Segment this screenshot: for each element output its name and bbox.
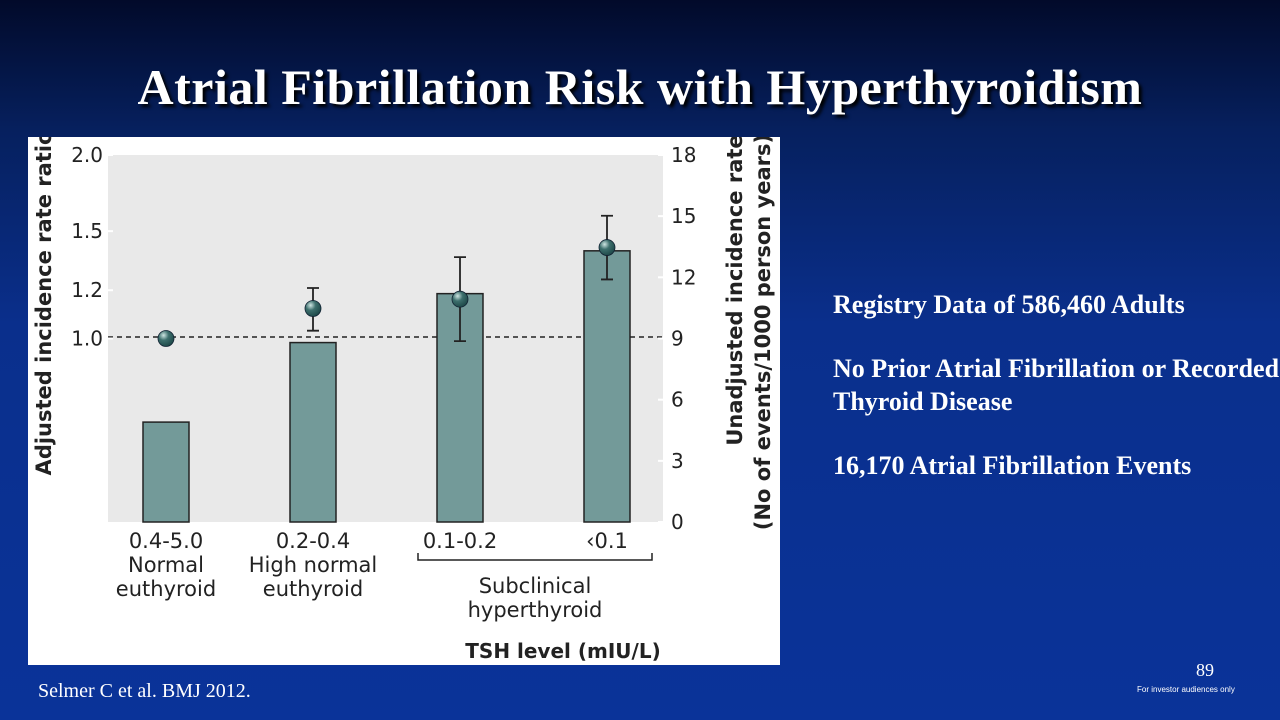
left-tick-label: 1.2 <box>71 278 103 302</box>
right-tick-label: 15 <box>671 204 696 228</box>
bar <box>142 421 190 523</box>
bar <box>583 250 631 523</box>
x-tick-label: 0.1-0.2 <box>423 529 497 553</box>
bullet-no-prior: No Prior Atrial Fibrillation or Recorded… <box>833 354 1280 416</box>
citation: Selmer C et al. BMJ 2012. <box>38 680 251 702</box>
right-tick-label: 3 <box>671 449 684 473</box>
chart: 1.01.21.52.003691215180.4-5.0Normaleuthy… <box>32 131 775 663</box>
right-tick-label: 18 <box>671 143 696 167</box>
left-tick-label: 1.5 <box>71 219 103 243</box>
category-label: High normal <box>249 553 378 577</box>
left-tick-label: 1.0 <box>71 327 103 351</box>
right-axis-title-line2: (No of events/1000 person years) <box>751 137 775 530</box>
left-axis-title: Adjusted incidence rate ratio <box>32 137 56 475</box>
x-tick-label: ‹0.1 <box>586 529 628 553</box>
bullet-registry: Registry Data of 586,460 Adults <box>833 290 1185 319</box>
left-tick-label: 2.0 <box>71 143 103 167</box>
x-tick-label: 0.2-0.4 <box>276 529 350 553</box>
group-label-line1: Subclinical <box>479 574 592 598</box>
data-point <box>598 239 616 256</box>
right-tick-label: 6 <box>671 388 684 412</box>
group-label-line2: hyperthyroid <box>468 598 603 622</box>
category-label: euthyroid <box>263 577 363 601</box>
right-tick-label: 9 <box>671 327 684 351</box>
x-axis-title: TSH level (mIU/L) <box>465 639 660 663</box>
category-label: Normal <box>128 553 204 577</box>
bullet-events: 16,170 Atrial Fibrillation Events <box>833 451 1192 480</box>
subclinical-bracket <box>417 553 653 561</box>
right-axis-title-line1: Unadjusted incidence rate <box>723 137 747 446</box>
disclaimer: For investor audiences only <box>1137 685 1235 694</box>
slide-title: Atrial Fibrillation Risk with Hyperthyro… <box>137 59 1143 115</box>
bullet-list: Registry Data of 586,460 Adults No Prior… <box>833 288 1280 513</box>
x-tick-label: 0.4-5.0 <box>129 529 203 553</box>
plot-area <box>108 155 663 522</box>
right-tick-label: 0 <box>671 510 684 534</box>
right-tick-label: 12 <box>671 265 696 289</box>
data-point <box>304 300 322 317</box>
category-label: euthyroid <box>116 577 216 601</box>
data-point <box>157 330 175 347</box>
bar <box>289 341 337 523</box>
page-number: 89 <box>1196 660 1214 680</box>
data-point <box>451 290 469 308</box>
chart-panel: 1.0 1.2 1.5 2.0 0 3 6 9 12 15 18 0.4-5.0 Normal euthy… <box>28 131 780 665</box>
